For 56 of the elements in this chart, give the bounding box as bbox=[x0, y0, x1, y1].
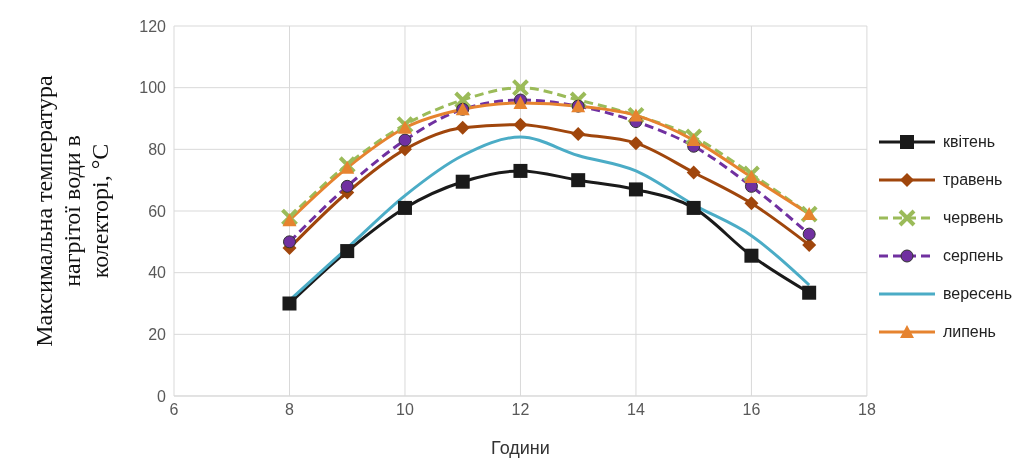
point bbox=[569, 91, 588, 109]
point bbox=[395, 115, 414, 134]
x-axis-title: Години bbox=[491, 438, 550, 458]
y-tick-label: 120 bbox=[139, 17, 167, 35]
point bbox=[686, 200, 701, 215]
point bbox=[455, 174, 470, 189]
legend-label: липень bbox=[942, 323, 996, 341]
point bbox=[340, 179, 354, 193]
point bbox=[282, 296, 297, 311]
x-tick-label: 8 bbox=[285, 401, 295, 419]
point bbox=[571, 173, 586, 188]
point bbox=[744, 170, 759, 184]
point bbox=[744, 248, 759, 263]
x-tick-label: 14 bbox=[627, 401, 645, 419]
legend-label: червень bbox=[942, 209, 1004, 227]
y-tick-label: 80 bbox=[148, 141, 167, 159]
y-axis-title: Максимальна температура нагрітої води в колекторі, °C bbox=[31, 74, 113, 347]
y-tick-label: 40 bbox=[148, 264, 167, 282]
point bbox=[802, 237, 817, 252]
y-tick-label: 60 bbox=[148, 202, 167, 220]
legend-label: серпень bbox=[942, 247, 1004, 265]
legend-label: травень bbox=[942, 171, 1003, 189]
legend-label: квітень bbox=[942, 133, 996, 151]
point bbox=[280, 208, 299, 227]
legend-label: вересень bbox=[942, 285, 1012, 303]
point bbox=[398, 133, 412, 147]
point bbox=[340, 244, 355, 259]
point bbox=[282, 235, 296, 249]
x-tick-label: 6 bbox=[169, 401, 179, 419]
point bbox=[513, 117, 528, 132]
point bbox=[571, 126, 586, 141]
point bbox=[282, 213, 297, 227]
point bbox=[686, 165, 701, 180]
x-tick-label: 12 bbox=[511, 401, 530, 419]
x-tick-label: 16 bbox=[742, 401, 761, 419]
y-tick-label: 0 bbox=[157, 387, 167, 405]
point bbox=[397, 120, 412, 134]
point bbox=[338, 155, 357, 174]
point bbox=[684, 128, 703, 146]
point bbox=[802, 227, 816, 241]
point bbox=[513, 163, 528, 178]
y-tick-label: 20 bbox=[148, 326, 167, 344]
x-tick-label: 10 bbox=[396, 401, 414, 419]
y-tick-label: 100 bbox=[139, 79, 167, 97]
point bbox=[511, 78, 530, 97]
point bbox=[628, 136, 643, 151]
point bbox=[802, 285, 817, 300]
point bbox=[455, 120, 470, 135]
point bbox=[453, 91, 472, 109]
point bbox=[742, 165, 761, 183]
point bbox=[397, 200, 412, 215]
point bbox=[628, 182, 643, 197]
x-tick-label: 18 bbox=[858, 401, 876, 419]
point bbox=[744, 196, 759, 211]
point bbox=[340, 160, 355, 174]
point bbox=[686, 133, 701, 147]
